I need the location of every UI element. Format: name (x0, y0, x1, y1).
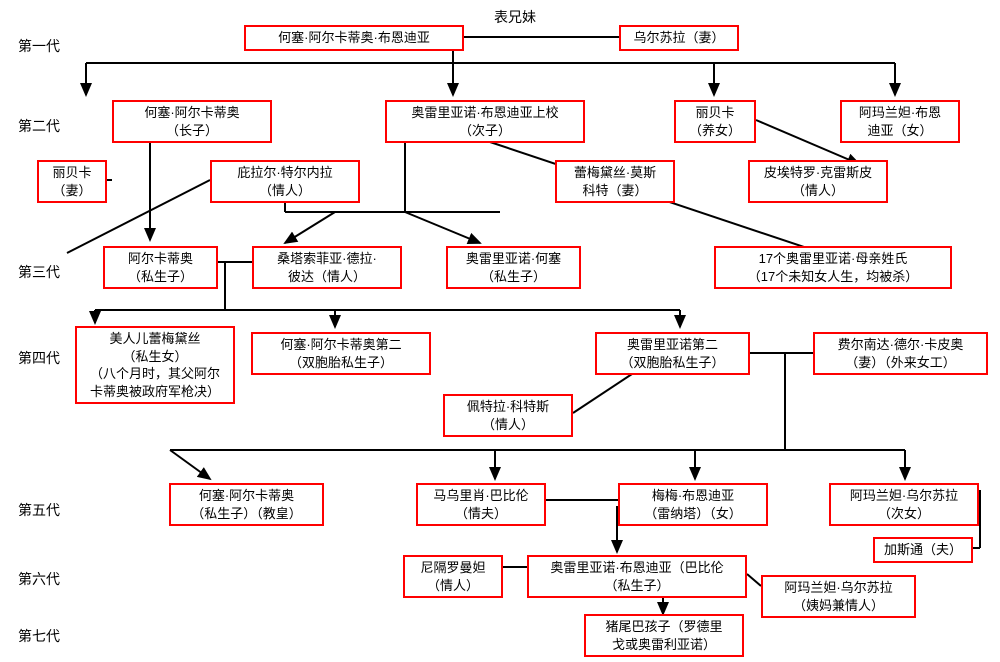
node-g2a: 何塞·阿尔卡蒂奥 （长子） (112, 100, 272, 143)
generation-label: 第一代 (18, 36, 60, 56)
node-g25b: 庇拉尔·特尔内拉 （情人） (210, 160, 360, 203)
top-label: 表兄妹 (494, 7, 536, 27)
node-g2d: 阿玛兰妲·布恩 迪亚（女） (840, 100, 960, 143)
generation-label: 第六代 (18, 569, 60, 589)
edge (747, 574, 761, 586)
node-g3b: 桑塔索菲亚·德拉· 彼达（情人） (252, 246, 402, 289)
node-g5a: 何塞·阿尔卡蒂奥 （私生子）（教皇） (169, 483, 324, 526)
node-g5c: 梅梅·布恩迪亚 （雷纳塔）（女） (618, 483, 768, 526)
node-g25a: 丽贝卡 （妻） (37, 160, 107, 203)
node-g3a: 阿尔卡蒂奥 （私生子） (103, 246, 218, 289)
node-g6a: 尼隔罗曼妲 （情人） (403, 555, 503, 598)
node-g7: 猪尾巴孩子（罗德里 戈或奥雷利亚诺） (584, 614, 744, 657)
node-g25c: 蕾梅黛丝·莫斯 科特（妻） (555, 160, 675, 203)
node-g45: 佩特拉·科特斯 （情人） (443, 394, 573, 437)
node-g2b: 奥雷里亚诺·布恩迪亚上校 （次子） (385, 100, 585, 143)
edge (170, 450, 210, 479)
node-g4b: 何塞·阿尔卡蒂奥第二 （双胞胎私生子） (251, 332, 431, 375)
node-g6b: 奥雷里亚诺·布恩迪亚（巴比伦 （私生子） (527, 555, 747, 598)
edge (285, 212, 335, 243)
node-g3d: 17个奥雷里亚诺·母亲姓氏 （17个未知女人生，均被杀） (714, 246, 952, 289)
node-g4d: 费尔南达·德尔·卡皮奥 （妻）（外来女工） (813, 332, 988, 375)
node-g1b: 乌尔苏拉（妻） (619, 25, 739, 51)
node-g2c: 丽贝卡 （养女） (674, 100, 756, 143)
node-g6c: 阿玛兰妲·乌尔苏拉 （姨妈兼情人） (761, 575, 916, 618)
node-g4a: 美人儿蕾梅黛丝 （私生女） （八个月时，其父阿尔 卡蒂奥被政府军枪决） (75, 326, 235, 404)
generation-label: 第七代 (18, 626, 60, 646)
node-g5d: 阿玛兰妲·乌尔苏拉 （次女） (829, 483, 979, 526)
generation-label: 第四代 (18, 348, 60, 368)
edge (405, 212, 480, 243)
generation-label: 第二代 (18, 116, 60, 136)
generation-label: 第三代 (18, 262, 60, 282)
node-g1a: 何塞·阿尔卡蒂奥·布恩迪亚 (244, 25, 464, 51)
generation-label: 第五代 (18, 500, 60, 520)
node-g25d: 皮埃特罗·克雷斯皮 （情人） (748, 160, 888, 203)
node-g5b: 马乌里肖·巴比伦 （情夫） (416, 483, 546, 526)
node-g55: 加斯通（夫） (873, 537, 973, 563)
node-g3c: 奥雷里亚诺·何塞 （私生子） (446, 246, 581, 289)
edge (573, 374, 632, 413)
node-g4c: 奥雷里亚诺第二 （双胞胎私生子） (595, 332, 750, 375)
